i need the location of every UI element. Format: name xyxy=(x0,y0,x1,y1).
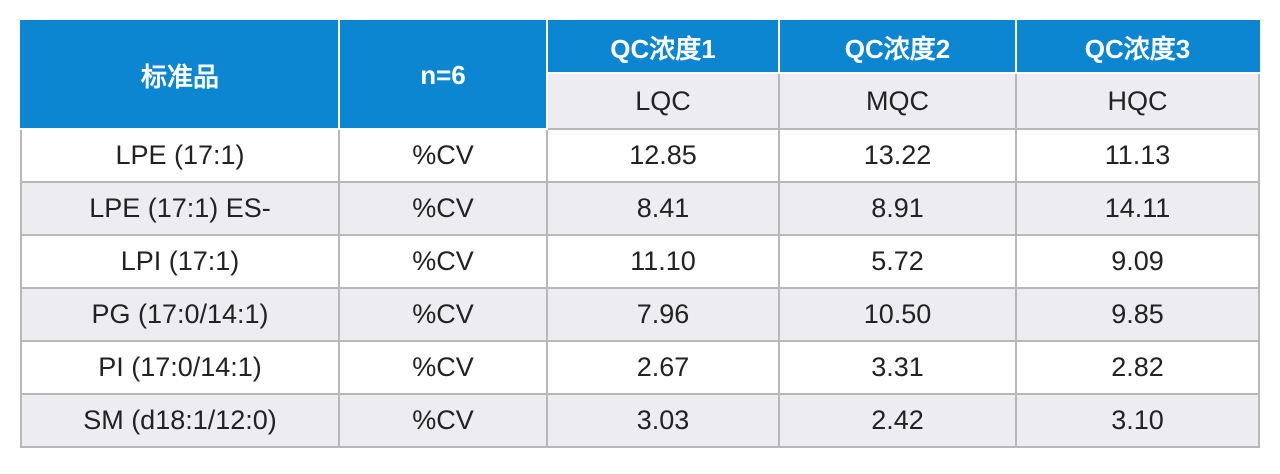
cell-standard-name: PG (17:0/14:1) xyxy=(20,287,340,342)
header-standard: 标准品 xyxy=(20,20,340,130)
table-row: PG (17:0/14:1) %CV 7.96 10.50 9.85 xyxy=(20,287,1260,342)
cell-lqc-value: 11.10 xyxy=(546,234,780,289)
cell-hqc-value: 14.11 xyxy=(1015,181,1260,236)
cell-lqc-value: 3.03 xyxy=(546,393,780,448)
cell-lqc-value: 8.41 xyxy=(546,181,780,236)
table-row: LPE (17:1) %CV 12.85 13.22 11.13 xyxy=(20,128,1260,183)
cell-lqc-value: 7.96 xyxy=(546,287,780,342)
cell-metric: %CV xyxy=(338,234,548,289)
table-body: LPE (17:1) %CV 12.85 13.22 11.13 LPE (17… xyxy=(20,128,1260,448)
table-header: 标准品 n=6 QC浓度1 QC浓度2 QC浓度3 LQC MQC HQC xyxy=(20,20,1260,130)
cell-mqc-value: 2.42 xyxy=(778,393,1017,448)
cell-mqc-value: 13.22 xyxy=(778,128,1017,183)
cell-hqc-value: 11.13 xyxy=(1015,128,1260,183)
cell-standard-name: LPE (17:1) xyxy=(20,128,340,183)
cell-hqc-value: 9.09 xyxy=(1015,234,1260,289)
table-row: SM (d18:1/12:0) %CV 3.03 2.42 3.10 xyxy=(20,393,1260,448)
header-qc-code-3: HQC xyxy=(1015,72,1260,130)
header-row-levels: 标准品 n=6 QC浓度1 QC浓度2 QC浓度3 xyxy=(20,20,1260,130)
cell-standard-name: LPE (17:1) ES- xyxy=(20,181,340,236)
cell-metric: %CV xyxy=(338,340,548,395)
table-row: PI (17:0/14:1) %CV 2.67 3.31 2.82 xyxy=(20,340,1260,395)
table-row: LPI (17:1) %CV 11.10 5.72 9.09 xyxy=(20,234,1260,289)
header-qc-level-3: QC浓度3 xyxy=(1015,20,1260,74)
header-qc-code-1: LQC xyxy=(546,72,780,130)
header-qc-level-2: QC浓度2 xyxy=(778,20,1017,74)
cell-mqc-value: 3.31 xyxy=(778,340,1017,395)
table-row: LPE (17:1) ES- %CV 8.41 8.91 14.11 xyxy=(20,181,1260,236)
cell-mqc-value: 8.91 xyxy=(778,181,1017,236)
cell-standard-name: LPI (17:1) xyxy=(20,234,340,289)
cv-table-container: 标准品 n=6 QC浓度1 QC浓度2 QC浓度3 LQC MQC HQC LP… xyxy=(20,20,1260,448)
cv-table: 标准品 n=6 QC浓度1 QC浓度2 QC浓度3 LQC MQC HQC LP… xyxy=(20,20,1260,448)
cell-hqc-value: 3.10 xyxy=(1015,393,1260,448)
cell-hqc-value: 9.85 xyxy=(1015,287,1260,342)
cell-standard-name: PI (17:0/14:1) xyxy=(20,340,340,395)
cell-standard-name: SM (d18:1/12:0) xyxy=(20,393,340,448)
cell-mqc-value: 10.50 xyxy=(778,287,1017,342)
cell-metric: %CV xyxy=(338,393,548,448)
cell-metric: %CV xyxy=(338,181,548,236)
header-n: n=6 xyxy=(338,20,548,130)
header-row-codes: LQC MQC HQC xyxy=(21,72,1260,130)
cell-hqc-value: 2.82 xyxy=(1015,340,1260,395)
cell-mqc-value: 5.72 xyxy=(778,234,1017,289)
cell-lqc-value: 2.67 xyxy=(546,340,780,395)
cell-lqc-value: 12.85 xyxy=(546,128,780,183)
cell-metric: %CV xyxy=(338,287,548,342)
cell-metric: %CV xyxy=(338,128,548,183)
header-qc-code-2: MQC xyxy=(778,72,1017,130)
header-qc-level-1: QC浓度1 xyxy=(546,20,780,74)
